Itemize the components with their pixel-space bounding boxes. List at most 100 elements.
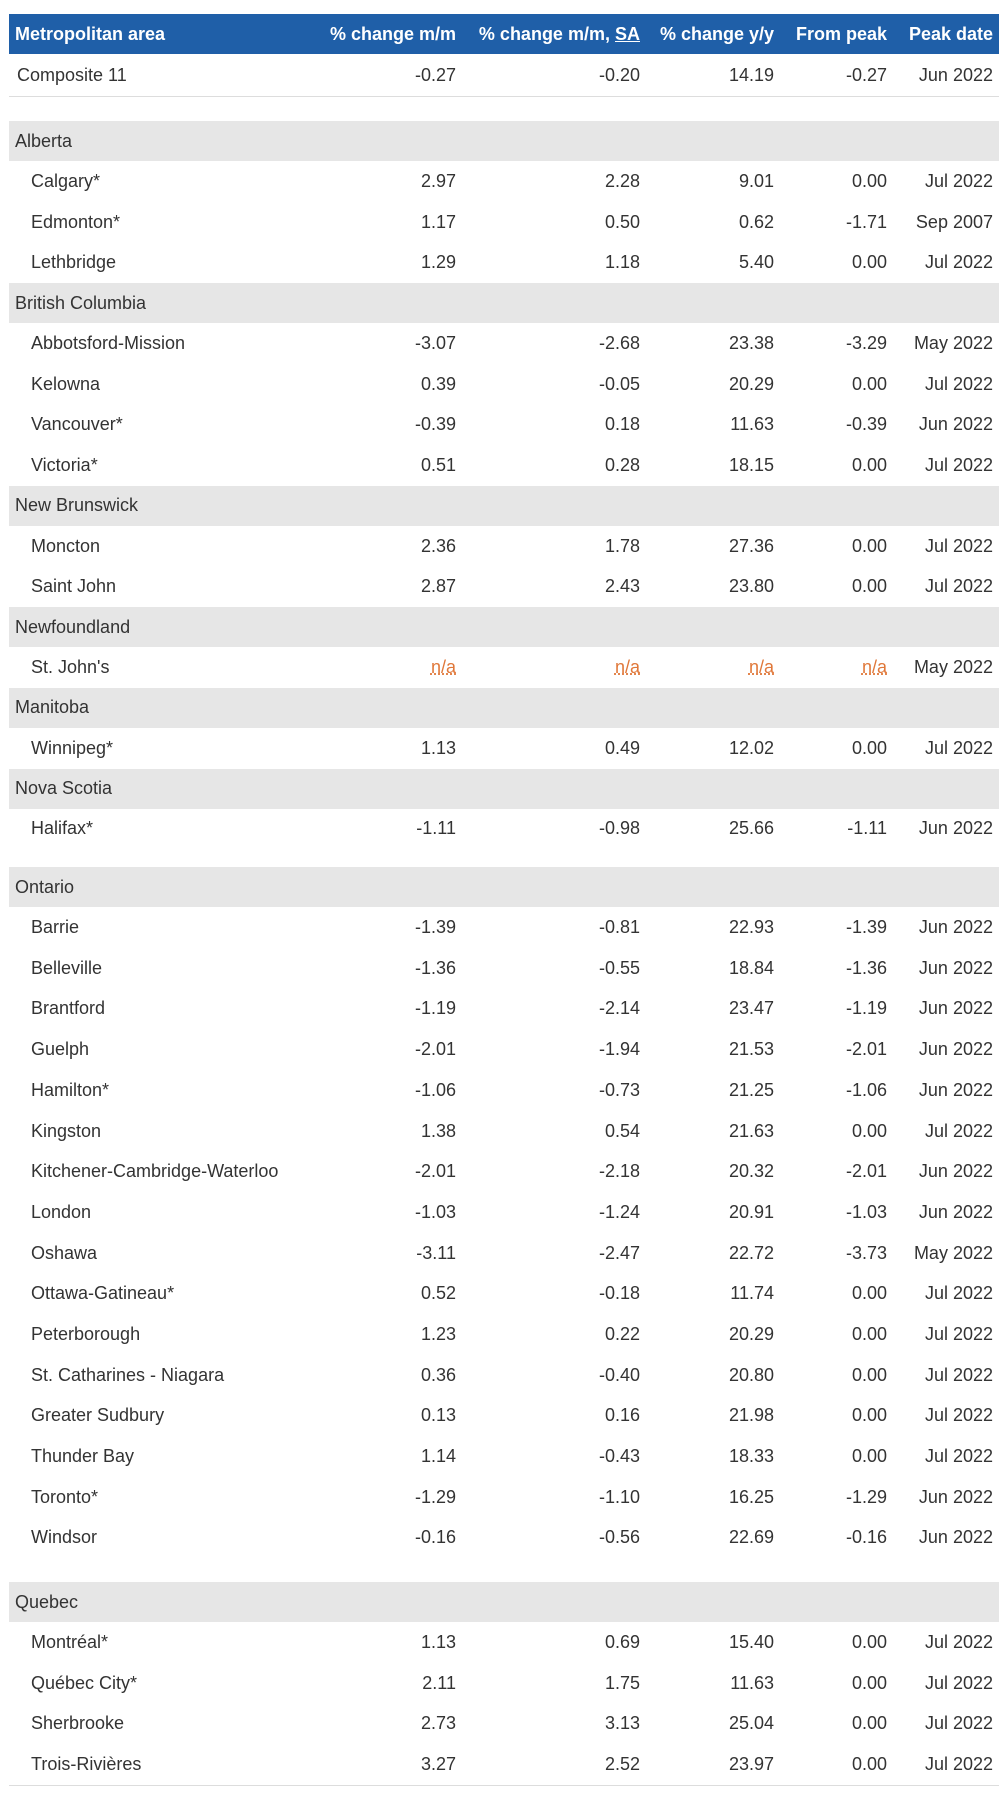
change-mm-sa: -0.05 [598,373,640,394]
province-row: British Columbia [9,283,999,324]
change-yy: 15.40 [728,1632,774,1653]
table-row: Saint John 2.87 2.43 23.80 0.00 Jul 2022 [9,567,999,608]
metro-name: Kingston [31,1120,102,1141]
change-mm: -3.07 [414,332,456,353]
header-change-mm[interactable]: % change m/m [315,14,462,54]
from-peak: -2.01 [845,1161,887,1182]
table-row: Windsor -0.16 -0.56 22.69 -0.16 Jun 2022 [9,1518,999,1559]
change-mm: -1.29 [414,1486,456,1507]
table-row: Abbotsford-Mission -3.07 -2.68 23.38 -3.29 Ma… [9,323,999,364]
peak-date: Jul 2022 [893,1744,999,1787]
change-yy: 25.66 [728,818,774,839]
metro-name: Barrie [31,917,80,938]
metro-name: Vancouver* [31,414,123,435]
change-mm-sa: 2.28 [604,170,640,191]
from-peak: 0.00 [851,1713,887,1734]
na-value[interactable]: n/a [861,657,887,678]
table-row: Sherbrooke 2.73 3.13 25.04 0.00 Jul 2022 [9,1704,999,1745]
peak-date: May 2022 [913,657,993,678]
table-row: Peterborough 1.23 0.22 20.29 0.00 Jul 2022 [9,1314,999,1355]
change-yy: 12.02 [728,737,774,758]
change-mm-sa: 0.28 [604,454,640,475]
table-row: Toronto* -1.29 -1.10 16.25 -1.29 Jun 2022 [9,1477,999,1518]
table-row: Greater Sudbury 0.13 0.16 21.98 0.00 Jul 2022 [9,1396,999,1437]
from-peak: 0.00 [851,252,887,273]
province-name: Quebec [9,1582,999,1623]
table-row: Belleville -1.36 -0.55 18.84 -1.36 Jun 2022 [9,948,999,989]
from-peak: -1.29 [845,1486,887,1507]
table-row: Calgary* 2.97 2.28 9.01 0.00 Jul 2022 [9,161,999,202]
change-mm-sa: 1.18 [604,252,640,273]
peak-date: Jun 2022 [918,957,993,978]
metro-name: Sherbrooke [31,1713,125,1734]
change-mm-sa: -1.24 [598,1201,640,1222]
metro-name: Peterborough [31,1323,141,1344]
province-row: Newfoundland [9,607,999,648]
from-peak: -2.01 [845,1039,887,1060]
change-mm-sa: -2.68 [598,332,640,353]
change-yy: 11.63 [730,1672,774,1693]
from-peak: 0.00 [851,737,887,758]
table-row: Barrie -1.39 -0.81 22.93 -1.39 Jun 2022 [9,907,999,948]
metro-name: Hamilton* [31,1079,110,1100]
change-yy: 11.74 [730,1283,774,1304]
na-value[interactable]: n/a [614,657,640,678]
change-mm: 3.27 [315,1744,462,1787]
table-row: Moncton 2.36 1.78 27.36 0.00 Jul 2022 [9,526,999,567]
peak-date: Jul 2022 [924,535,993,556]
peak-date: Sep 2007 [915,211,993,232]
hpi-table: Metropolitan area % change m/m % change … [9,14,999,1787]
change-yy: 23.38 [728,332,774,353]
change-mm-sa: -0.20 [462,54,646,97]
table-header-row: Metropolitan area % change m/m % change … [9,14,999,54]
from-peak: -0.27 [780,54,893,97]
change-mm-sa: 0.54 [604,1120,640,1141]
metro-name: Toronto* [31,1486,99,1507]
change-yy: 27.36 [728,535,774,556]
change-mm-sa: 0.69 [604,1632,640,1653]
na-value[interactable]: n/a [430,657,456,678]
from-peak: 0.00 [851,373,887,394]
province-name: Manitoba [9,687,999,728]
change-mm: -1.11 [416,818,456,839]
header-change-mm-sa[interactable]: % change m/m, SA [462,14,646,54]
from-peak: -1.03 [845,1201,887,1222]
na-value[interactable]: n/a [748,657,774,678]
change-mm-sa: 0.49 [604,737,640,758]
sa-abbreviation[interactable]: SA [614,23,640,44]
change-mm: -3.11 [416,1242,456,1263]
from-peak: -1.11 [847,818,887,839]
peak-date: Jul 2022 [924,1713,993,1734]
metro-name: Abbotsford-Mission [31,332,186,353]
table-row: Kitchener-Cambridge-Waterloo -2.01 -2.18 20… [9,1151,999,1192]
change-yy: 9.01 [738,170,774,191]
change-yy: 21.63 [728,1120,774,1141]
change-yy: 16.25 [728,1486,774,1507]
from-peak: -1.19 [845,998,887,1019]
change-mm-sa: 0.22 [604,1323,640,1344]
change-yy: 20.29 [728,373,774,394]
from-peak: 0.00 [780,1744,893,1787]
change-mm-sa: 2.43 [604,576,640,597]
peak-date: May 2022 [913,332,993,353]
change-mm: 2.36 [420,535,456,556]
peak-date: Jun 2022 [918,818,993,839]
metro-name: Edmonton* [31,211,121,232]
change-mm-sa: 1.78 [604,535,640,556]
change-mm: -2.01 [414,1161,456,1182]
header-from-peak[interactable]: From peak [780,14,893,54]
change-yy: 18.84 [728,957,774,978]
header-metropolitan-area[interactable]: Metropolitan area [9,14,315,54]
peak-date: Jul 2022 [924,252,993,273]
spacer-row [9,849,999,867]
change-mm-sa: -2.47 [598,1242,640,1263]
from-peak: 0.00 [851,1405,887,1426]
change-mm: 2.73 [420,1713,456,1734]
header-change-yy[interactable]: % change y/y [646,14,780,54]
from-peak: 0.00 [851,1283,887,1304]
change-mm: -1.36 [414,957,456,978]
metro-name: Ottawa-Gatineau* [31,1283,175,1304]
province-row: New Brunswick [9,485,999,526]
header-peak-date[interactable]: Peak date [893,14,999,54]
